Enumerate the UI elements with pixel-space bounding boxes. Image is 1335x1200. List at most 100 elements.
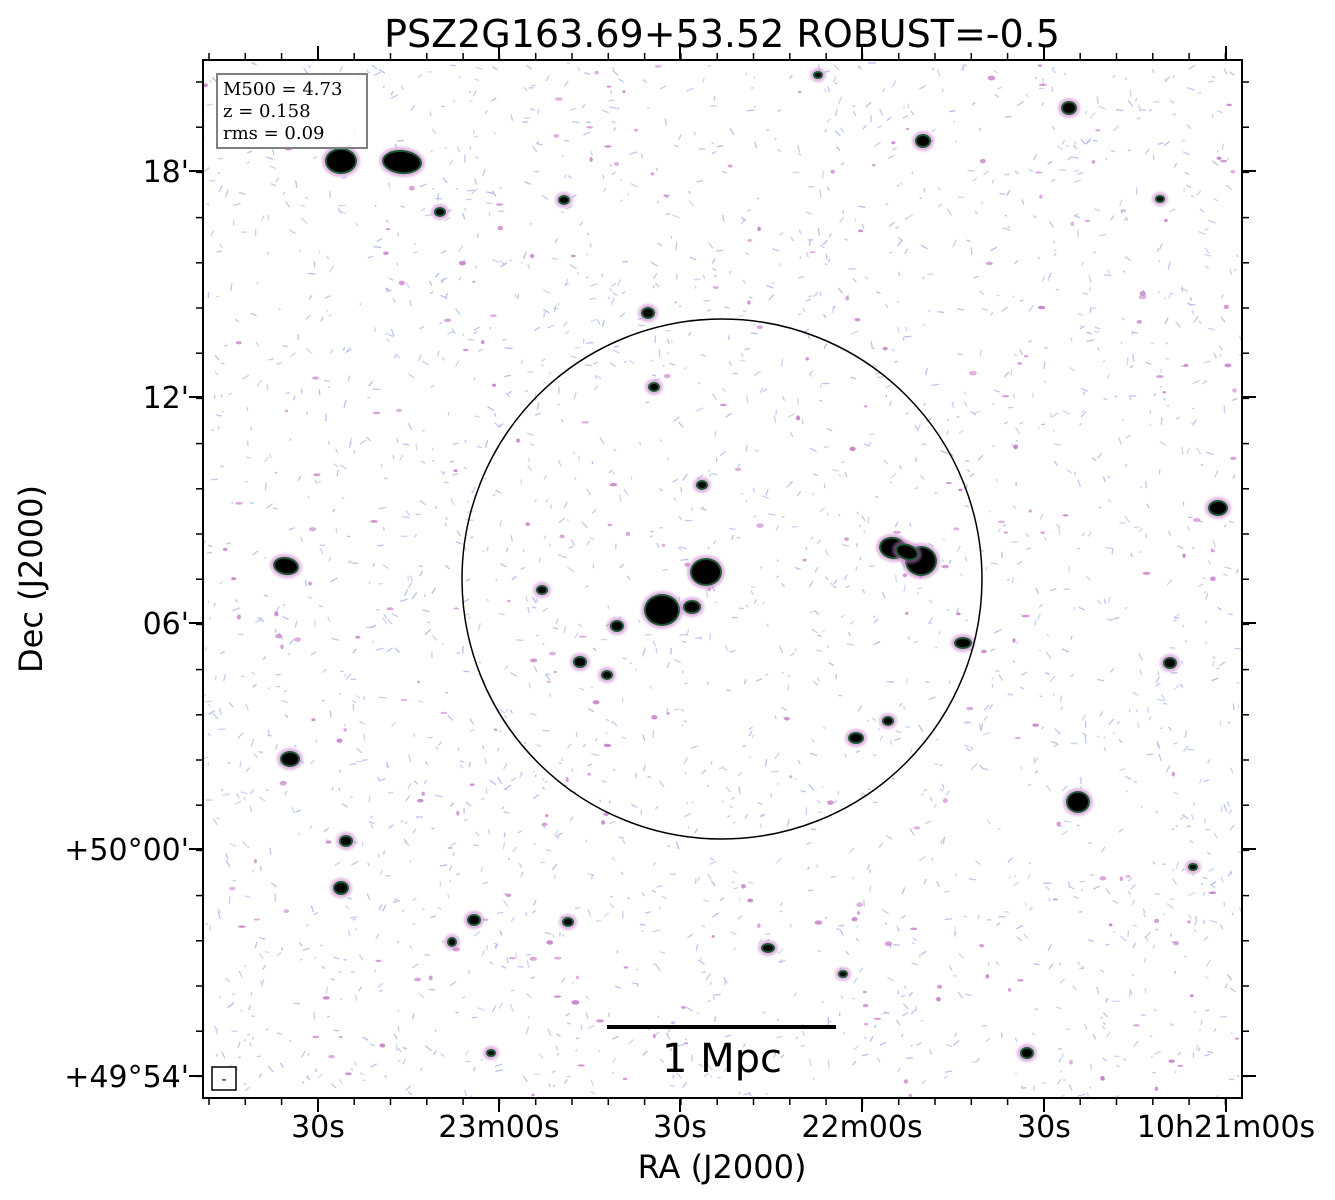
- noise-speck: [666, 708, 669, 712]
- noise-speck: [531, 606, 537, 609]
- noise-speck: [745, 395, 749, 404]
- noise-speck: [1160, 727, 1163, 730]
- noise-speck: [1058, 1057, 1062, 1063]
- noise-speck: [773, 415, 777, 423]
- noise-speck: [341, 803, 349, 808]
- noise-speck-bright: [711, 935, 715, 938]
- noise-speck: [771, 281, 775, 285]
- noise-speck: [655, 1031, 660, 1036]
- noise-speck: [991, 179, 995, 184]
- noise-speck-bright: [313, 473, 321, 477]
- noise-speck: [1162, 863, 1166, 866]
- noise-speck: [213, 1025, 217, 1030]
- source-core: [1157, 197, 1163, 201]
- noise-speck: [938, 630, 942, 635]
- noise-speck: [344, 674, 347, 677]
- noise-speck: [222, 793, 230, 796]
- noise-speck: [504, 784, 512, 790]
- noise-speck-bright: [942, 798, 948, 804]
- noise-speck: [505, 708, 509, 712]
- radio-source: [559, 914, 577, 930]
- noise-speck: [390, 328, 395, 337]
- noise-speck: [250, 788, 255, 795]
- noise-speck: [881, 909, 890, 915]
- noise-speck: [1107, 475, 1111, 479]
- noise-speck: [1033, 153, 1038, 161]
- noise-speck: [649, 535, 653, 538]
- noise-speck: [1125, 216, 1129, 221]
- noise-speck-bright: [680, 1005, 686, 1009]
- noise-speck: [596, 919, 602, 922]
- noise-speck-bright: [798, 90, 802, 93]
- x-axis-label: RA (J2000): [638, 1148, 807, 1186]
- noise-speck: [727, 815, 731, 818]
- noise-speck: [924, 367, 928, 376]
- noise-speck: [666, 662, 670, 669]
- noise-speck: [1193, 419, 1197, 425]
- noise-speck: [377, 982, 384, 988]
- noise-speck: [889, 740, 893, 745]
- noise-speck: [569, 816, 574, 822]
- noise-speck: [703, 1072, 710, 1077]
- noise-speck: [673, 497, 677, 502]
- noise-speck: [495, 1068, 504, 1073]
- noise-speck: [604, 731, 609, 735]
- noise-speck: [759, 566, 763, 569]
- noise-speck-bright: [578, 635, 587, 638]
- noise-speck: [487, 829, 491, 835]
- noise-speck: [737, 771, 743, 777]
- noise-speck-bright: [1230, 169, 1236, 174]
- noise-speck: [586, 232, 590, 236]
- noise-speck: [551, 1070, 556, 1074]
- noise-speck: [852, 1060, 857, 1066]
- noise-speck: [1167, 261, 1171, 270]
- noise-speck: [274, 628, 277, 633]
- noise-speck: [949, 110, 956, 113]
- noise-speck: [545, 673, 551, 676]
- noise-speck: [659, 951, 666, 954]
- noise-speck: [564, 330, 570, 335]
- noise-speck: [766, 128, 770, 131]
- noise-speck: [1182, 151, 1190, 156]
- noise-speck: [1102, 1057, 1107, 1062]
- noise-speck: [847, 631, 851, 636]
- noise-speck: [915, 1041, 922, 1046]
- noise-speck: [1216, 109, 1223, 114]
- noise-speck-bright: [654, 65, 662, 68]
- noise-speck: [452, 852, 455, 856]
- noise-speck: [534, 412, 541, 416]
- noise-speck: [533, 170, 540, 173]
- noise-speck: [527, 465, 533, 472]
- noise-speck: [1131, 353, 1135, 362]
- noise-speck: [1077, 172, 1084, 175]
- noise-speck-bright: [343, 728, 347, 732]
- noise-speck: [297, 475, 302, 481]
- noise-speck: [206, 551, 213, 554]
- noise-speck-bright: [453, 469, 458, 473]
- noise-speck: [1139, 669, 1143, 676]
- noise-speck: [1169, 1022, 1175, 1027]
- noise-speck: [714, 1016, 717, 1023]
- noise-speck-bright: [1003, 531, 1008, 534]
- noise-speck: [211, 429, 215, 432]
- noise-speck: [1142, 912, 1146, 918]
- noise-speck: [761, 813, 764, 818]
- noise-speck: [232, 607, 241, 612]
- noise-speck: [612, 1057, 617, 1064]
- noise-speck: [656, 885, 663, 888]
- noise-speck: [698, 381, 701, 385]
- noise-speck: [694, 636, 703, 640]
- noise-speck: [807, 334, 811, 340]
- noise-speck: [590, 150, 594, 156]
- noise-speck: [837, 924, 845, 927]
- radio-sources: [270, 68, 1231, 1062]
- noise-speck: [1078, 606, 1086, 611]
- noise-speck: [349, 438, 353, 444]
- noise-speck: [462, 995, 466, 999]
- noise-speck: [232, 1001, 235, 1005]
- noise-speck: [378, 582, 384, 585]
- noise-speck: [1227, 872, 1232, 877]
- noise-speck: [870, 341, 873, 348]
- noise-speck: [579, 687, 585, 691]
- noise-speck: [1228, 1078, 1235, 1081]
